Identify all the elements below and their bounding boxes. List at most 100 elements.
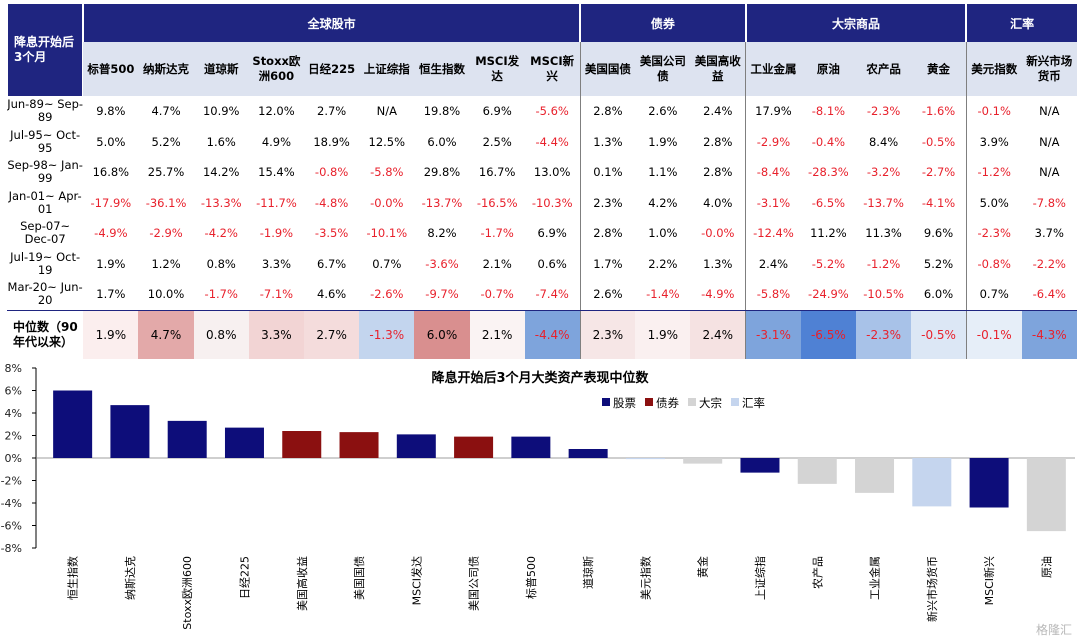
legend-label: 债券 <box>656 396 679 410</box>
y-tick-label: 6% <box>5 385 22 398</box>
table-cell: 0.6% <box>537 256 567 271</box>
table-cell: 8.4% <box>868 134 899 149</box>
table-cell: 2.8% <box>703 134 733 149</box>
table-cell: -5.8% <box>370 165 404 180</box>
table-cell: 2.8% <box>579 218 636 249</box>
table-cell: -5.2% <box>811 256 846 271</box>
median-label: 中位数（90年代以来） <box>7 309 84 359</box>
table-cell: 1.0% <box>648 226 678 241</box>
table-cell: -2.7% <box>921 165 956 180</box>
table-cell: 11.2% <box>810 226 847 241</box>
y-tick-label: -8% <box>1 542 22 555</box>
table-corner-label: 降息开始后3个月 <box>5 4 84 96</box>
table-cell: 5.2% <box>923 256 954 271</box>
table-cell: 5.2% <box>151 134 181 149</box>
bar <box>1026 458 1066 532</box>
bar-series <box>53 390 1066 532</box>
column-header: 上证综指 <box>359 42 415 96</box>
table-cell: -6.5% <box>811 195 846 210</box>
table-cell: 1.7% <box>83 279 139 311</box>
table-cell: -6.4% <box>1021 279 1077 311</box>
table-cell: -1.6% <box>921 104 956 119</box>
median-bar-chart: 降息开始后3个月大类资产表现中位数 8% 6% 4% 2% 0% -2% -4% -6% -8%… <box>1 362 1075 630</box>
x-category-label: 恒生指数 <box>66 556 80 600</box>
table-cell: -2.9% <box>149 226 183 241</box>
column-header: 美元指数 <box>965 42 1022 96</box>
column-header: 美国国债 <box>579 42 636 96</box>
median-cell: -2.3% <box>855 309 912 359</box>
y-tick-label: 8% <box>5 362 22 375</box>
table-cell: -13.7% <box>863 195 904 210</box>
table-cell: 14.2% <box>202 165 240 180</box>
column-header: 日经225 <box>304 42 360 96</box>
table-cell: N/A <box>1039 104 1060 119</box>
table-cell: 2.8% <box>579 96 636 127</box>
bar <box>855 458 895 493</box>
table-cell: -3.6% <box>425 256 459 271</box>
table-cell: -0.8% <box>314 165 349 180</box>
x-category-label: 美元指数 <box>638 556 652 600</box>
table-cell: 2.4% <box>703 104 733 119</box>
table-cell: -4.1% <box>921 195 956 210</box>
column-header: MSCI发达 <box>469 42 525 96</box>
median-cell: 1.9% <box>83 309 139 359</box>
x-category-label: 美国国债 <box>352 556 366 600</box>
table-cell: 9.6% <box>923 226 954 241</box>
table-cell: -1.7% <box>480 226 514 241</box>
table-cell: N/A <box>376 104 397 119</box>
table-cell: -7.8% <box>1032 195 1066 210</box>
group-header: 债券 <box>579 4 746 42</box>
table-cell: 4.6% <box>304 279 360 311</box>
table-cell: 19.8% <box>423 104 461 119</box>
table-cell: -0.1% <box>965 96 1022 127</box>
table-cell: 1.9% <box>648 134 678 149</box>
table-cell: 15.4% <box>258 165 295 180</box>
median-cell: 2.4% <box>690 309 746 359</box>
table-cell: 0.7% <box>965 279 1022 311</box>
median-cell: -1.3% <box>359 309 415 359</box>
legend-swatch <box>602 398 610 406</box>
table-cell: -1.4% <box>635 279 691 311</box>
table-cell: -1.7% <box>193 279 249 311</box>
table-cell: -4.9% <box>94 226 128 241</box>
y-tick-label: 4% <box>5 407 22 420</box>
table-cell: 1.7% <box>579 248 636 279</box>
x-category-label: 标普500 <box>524 556 538 599</box>
table-cell: N/A <box>1039 165 1060 180</box>
column-header: 新兴市场货币 <box>1021 42 1077 96</box>
table-cell: 2.5% <box>482 134 512 149</box>
table-cell: -10.1% <box>366 226 408 241</box>
table-cell: -11.7% <box>256 195 297 210</box>
table-cell: 17.9% <box>745 96 801 127</box>
table-cell: -8.1% <box>811 104 846 119</box>
median-cell: 2.1% <box>469 309 525 359</box>
table-cell: 1.6% <box>206 134 236 149</box>
table-cell: 12.5% <box>368 134 406 149</box>
median-cell: -4.3% <box>1021 309 1077 359</box>
x-category-label: 纳斯达克 <box>124 556 137 600</box>
column-header: 工业金属 <box>745 42 801 96</box>
table-cell: -7.1% <box>248 279 305 311</box>
table-cell: -8.4% <box>745 157 801 188</box>
table-cell: 13.0% <box>533 165 571 180</box>
legend-swatch <box>688 398 696 406</box>
median-cell: -6.5% <box>800 309 856 359</box>
bar <box>167 420 207 458</box>
table-cell: N/A <box>1039 134 1060 149</box>
table-cell: 6.0% <box>427 134 457 149</box>
x-category-label: 工业金属 <box>868 556 882 600</box>
table-cell: 3.3% <box>261 256 292 271</box>
table-cell: -2.3% <box>965 218 1022 249</box>
column-header: 美国公司债 <box>635 42 691 96</box>
returns-table: 降息开始后3个月 全球股市 债券 大宗商品 汇率 标普500 纳斯达克 道琼斯 Stoxx欧洲6… <box>5 4 1077 359</box>
median-cell: 1.9% <box>635 309 691 359</box>
table-cell: -4.8% <box>314 195 349 210</box>
legend-swatch <box>645 398 653 406</box>
table-cell: -16.5% <box>476 195 518 210</box>
x-category-label: MSCI发达 <box>409 556 423 605</box>
y-axis: 8% 6% 4% 2% 0% -2% -4% -6% -8% <box>1 362 1075 555</box>
table-cell: 2.2% <box>648 256 678 271</box>
table-cell: -0.8% <box>965 248 1022 279</box>
x-category-label: Stoxx欧洲600 <box>181 556 194 630</box>
bar <box>224 427 264 458</box>
